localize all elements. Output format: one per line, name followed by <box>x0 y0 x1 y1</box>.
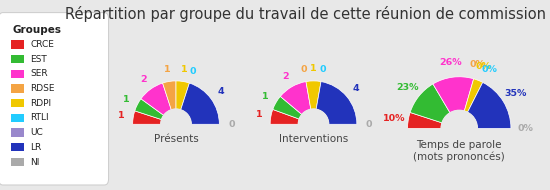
Text: 0%: 0% <box>470 60 486 69</box>
Wedge shape <box>181 83 219 124</box>
Wedge shape <box>468 82 511 128</box>
Text: 0: 0 <box>190 67 196 76</box>
Text: 2: 2 <box>283 72 289 81</box>
Text: RTLI: RTLI <box>30 113 49 122</box>
FancyBboxPatch shape <box>11 114 24 122</box>
Text: 0: 0 <box>320 65 326 74</box>
Text: 4: 4 <box>218 87 224 96</box>
Text: NI: NI <box>30 158 40 166</box>
Wedge shape <box>141 83 171 115</box>
FancyBboxPatch shape <box>11 99 24 107</box>
FancyBboxPatch shape <box>11 158 24 166</box>
FancyBboxPatch shape <box>11 84 24 93</box>
Text: 0%: 0% <box>518 124 534 133</box>
Text: 0%: 0% <box>476 63 492 71</box>
Text: 1: 1 <box>256 110 262 119</box>
Circle shape <box>441 110 477 146</box>
Text: 1: 1 <box>164 65 170 74</box>
Wedge shape <box>163 81 176 110</box>
Text: SER: SER <box>30 69 48 78</box>
Wedge shape <box>464 79 483 112</box>
Text: 1: 1 <box>118 111 124 120</box>
FancyBboxPatch shape <box>11 40 24 49</box>
Wedge shape <box>408 112 442 128</box>
Wedge shape <box>433 77 474 113</box>
Wedge shape <box>410 84 450 123</box>
Circle shape <box>298 109 329 139</box>
Text: Groupes: Groupes <box>13 25 62 35</box>
FancyBboxPatch shape <box>11 128 24 137</box>
Wedge shape <box>135 99 164 120</box>
Text: 1: 1 <box>262 92 269 101</box>
Text: RDSE: RDSE <box>30 84 54 93</box>
Text: 23%: 23% <box>397 83 419 92</box>
Wedge shape <box>133 111 162 124</box>
FancyBboxPatch shape <box>11 143 24 151</box>
Text: LR: LR <box>30 143 41 152</box>
Text: 1: 1 <box>123 95 130 104</box>
FancyBboxPatch shape <box>0 13 108 185</box>
Wedge shape <box>273 96 302 119</box>
Wedge shape <box>306 81 321 109</box>
Text: 0: 0 <box>301 65 307 74</box>
Text: 0: 0 <box>366 120 372 129</box>
Circle shape <box>161 109 191 139</box>
Text: UC: UC <box>30 128 43 137</box>
Text: RDPI: RDPI <box>30 99 51 108</box>
Text: Présents: Présents <box>153 134 199 144</box>
Text: EST: EST <box>30 55 47 64</box>
Text: 2: 2 <box>140 75 147 84</box>
Text: 26%: 26% <box>439 58 462 67</box>
Text: 4: 4 <box>353 84 359 93</box>
Text: 0: 0 <box>228 120 235 129</box>
FancyBboxPatch shape <box>11 70 24 78</box>
Text: 35%: 35% <box>504 89 527 98</box>
Wedge shape <box>316 82 357 124</box>
FancyBboxPatch shape <box>11 55 24 63</box>
Text: 1: 1 <box>182 65 188 74</box>
Text: 0%: 0% <box>481 65 497 74</box>
Text: Interventions: Interventions <box>279 134 348 144</box>
Wedge shape <box>270 109 299 124</box>
Text: Temps de parole
(mots prononcés): Temps de parole (mots prononcés) <box>414 140 505 162</box>
Wedge shape <box>280 82 311 115</box>
Text: CRCE: CRCE <box>30 40 54 49</box>
Wedge shape <box>176 81 189 110</box>
Text: Répartition par groupe du travail de cette réunion de commission: Répartition par groupe du travail de cet… <box>65 6 546 22</box>
Text: 10%: 10% <box>383 114 405 123</box>
Text: 1: 1 <box>310 64 317 73</box>
